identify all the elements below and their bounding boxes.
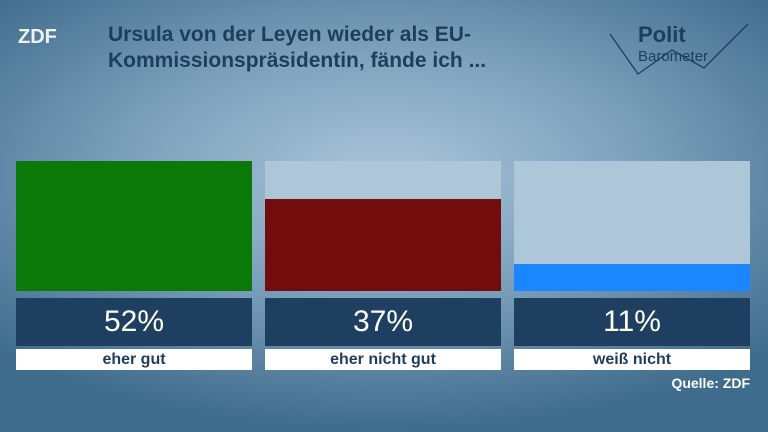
value-label: 11% (514, 298, 750, 346)
source: Quelle: ZDF (671, 375, 750, 391)
brand: Polit Barometer (608, 22, 754, 78)
brand-bottom: Barometer (638, 48, 709, 65)
logo: ZDF (18, 26, 57, 48)
brand-top: Polit (638, 22, 686, 47)
chart-title: Ursula von der Leyen wieder als EU-Kommi… (108, 23, 487, 72)
category-label: eher gut (16, 349, 252, 370)
value-label: 37% (265, 298, 501, 346)
bar (265, 198, 501, 291)
category-label: weiß nicht (514, 349, 750, 370)
bar (16, 161, 252, 291)
brand-lines (609, 23, 749, 75)
bar (514, 263, 750, 291)
value-label: 52% (16, 298, 252, 346)
category-label: eher nicht gut (265, 349, 501, 370)
